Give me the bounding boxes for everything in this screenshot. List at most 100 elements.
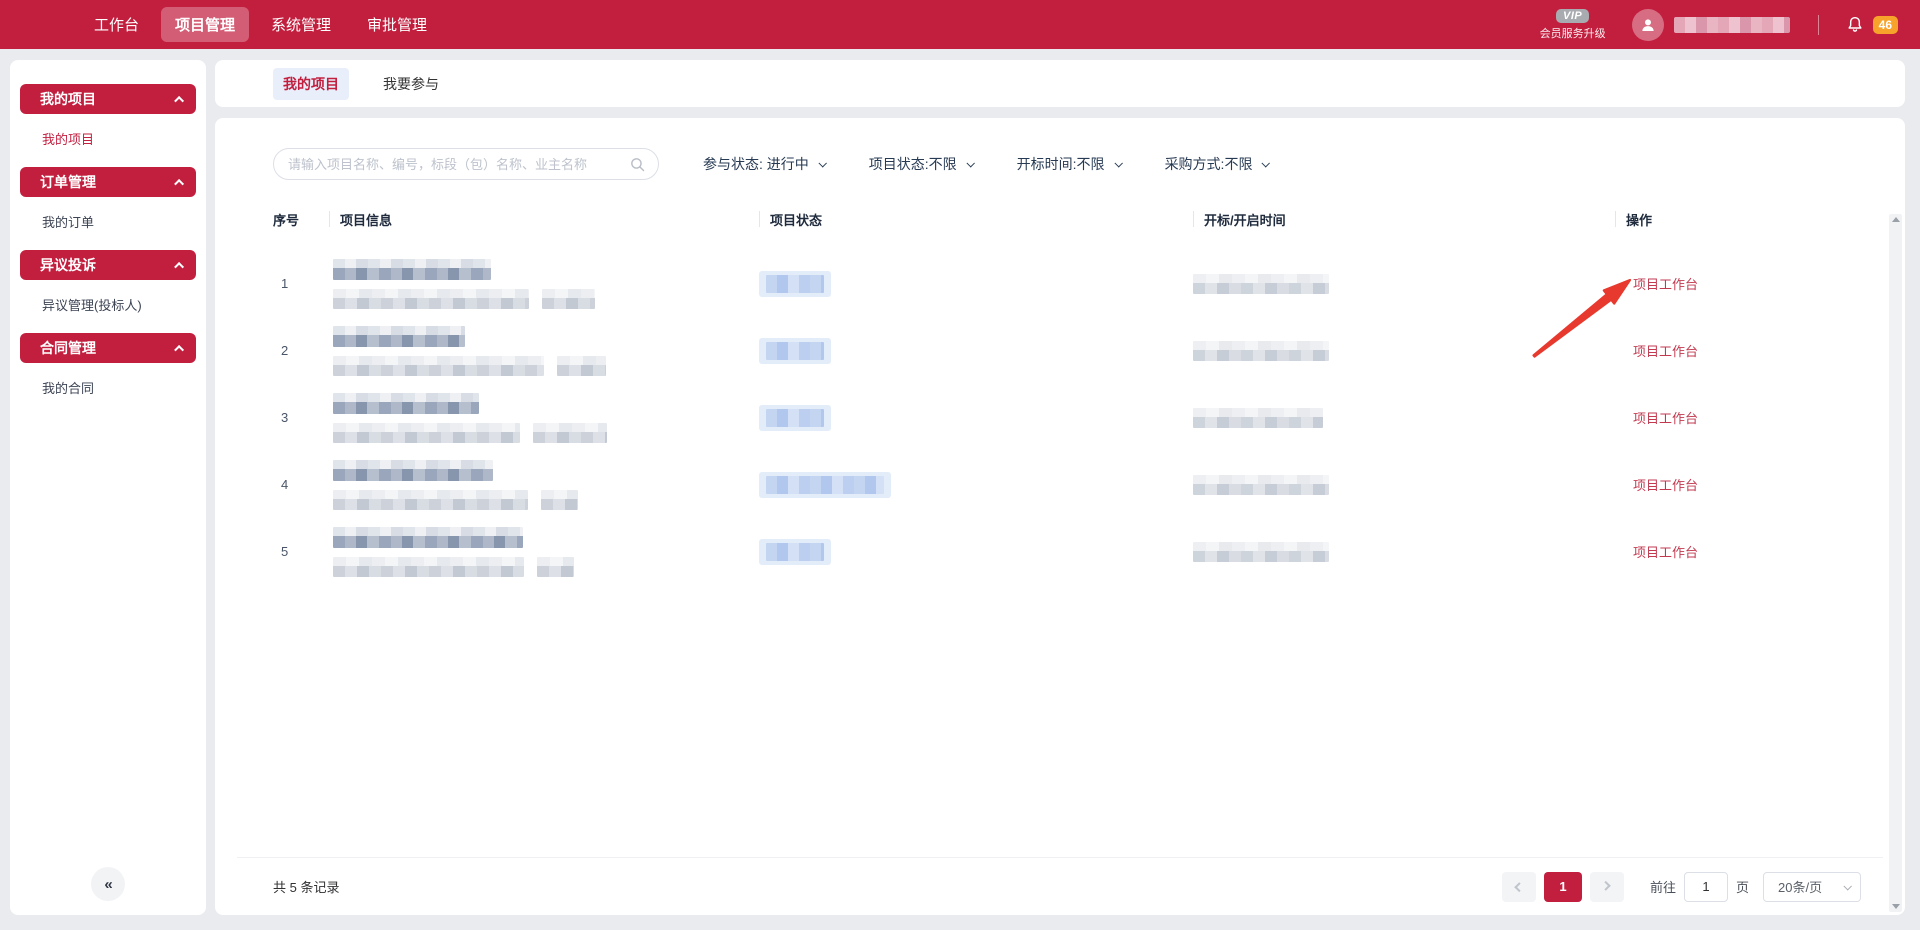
status-badge — [759, 538, 831, 565]
goto-label: 前往 — [1649, 880, 1676, 895]
actions-cell: 项目工作台 — [1615, 408, 1883, 428]
project-detail-line — [333, 422, 759, 443]
project-workbench-link[interactable]: 项目工作台 — [1633, 343, 1699, 359]
sidebar: 我的项目 我的项目 订单管理 我的订单 异议投诉 异议管理(投标人) 合同管理 我的合同 « — [10, 60, 206, 915]
table-scrollbar[interactable] — [1889, 214, 1902, 912]
project-detail-extra-redacted-bottom — [541, 498, 578, 510]
filter-label: 采购方式:不限 — [1164, 156, 1253, 172]
chevron-right-icon — [1601, 880, 1612, 891]
open-time-redacted-bottom — [1193, 416, 1323, 428]
search-box — [273, 148, 659, 180]
project-detail-redacted — [333, 422, 520, 443]
project-workbench-link[interactable]: 项目工作台 — [1633, 410, 1699, 426]
status-text-redacted — [766, 341, 824, 360]
scroll-up-icon[interactable] — [1891, 217, 1900, 222]
search-input[interactable] — [288, 156, 629, 172]
project-detail-redacted — [333, 355, 544, 376]
project-name-redacted-top — [333, 392, 479, 402]
filter-dropdown-1[interactable]: 参与状态: 进行中 — [703, 154, 827, 174]
notification-count-badge: 46 — [1872, 15, 1898, 34]
sidebar-item-我的项目[interactable]: 我的项目 — [42, 132, 95, 147]
person-icon — [1642, 18, 1654, 31]
tabs-bar: 我的项目 我要参与 — [215, 60, 1905, 107]
project-status-cell — [759, 404, 1193, 431]
filter-dropdown-3[interactable]: 开标时间:不限 — [1017, 154, 1123, 174]
chevron-down-icon — [1843, 881, 1852, 891]
project-name-redacted-top — [333, 325, 465, 335]
open-time-redacted-top — [1193, 407, 1323, 417]
filter-toolbar: 参与状态: 进行中 项目状态:不限 开标时间:不限 采购方式:不限 — [273, 148, 1883, 180]
project-status-cell — [759, 270, 1193, 297]
project-detail-redacted-bottom — [333, 431, 520, 443]
top-nav-item-1[interactable]: 工作台 — [94, 17, 140, 34]
goto-page-input[interactable] — [1683, 871, 1728, 902]
chevron-up-icon — [174, 95, 185, 106]
prev-page-button[interactable] — [1501, 871, 1536, 902]
vip-badge-icon: VIP — [1556, 8, 1590, 23]
sidebar-collapse-button[interactable]: « — [91, 867, 125, 901]
filter-dropdown-4[interactable]: 采购方式:不限 — [1164, 154, 1271, 174]
row-index-cell: 5 — [237, 543, 329, 561]
notification-area[interactable]: 46 — [1845, 15, 1898, 35]
pagination: 1 前往 页 20条/页 — [1501, 871, 1861, 902]
project-name-redacted — [333, 526, 523, 548]
table-body: 1 项目工作台 2 项目工作台 3 项目工作台 4 项目工作台 5 项目工作台 — [237, 250, 1883, 585]
user-avatar[interactable] — [1631, 8, 1664, 41]
page-body: 我的项目 我的项目 订单管理 我的订单 异议投诉 异议管理(投标人) 合同管理 我的合同 « … — [0, 49, 1920, 930]
open-time-redacted-bottom — [1193, 550, 1329, 562]
bell-icon — [1848, 16, 1862, 32]
scroll-down-icon[interactable] — [1891, 904, 1900, 909]
project-detail-extra-redacted — [557, 355, 606, 376]
row-index: 1 — [281, 275, 289, 291]
page-number-button[interactable]: 1 — [1543, 871, 1582, 902]
vip-upgrade[interactable]: VIP 会员服务升级 — [1540, 8, 1606, 41]
sidebar-item-我的合同[interactable]: 我的合同 — [42, 381, 95, 396]
row-index-cell: 4 — [237, 476, 329, 494]
next-page-button[interactable] — [1589, 871, 1624, 902]
sidebar-item-异议管理(投标人)[interactable]: 异议管理(投标人) — [42, 298, 142, 313]
sidebar-group-1: 我的项目 我的项目 — [20, 84, 196, 163]
top-nav-item-3[interactable]: 系统管理 — [271, 17, 332, 34]
open-time-redacted-top — [1193, 273, 1329, 283]
sidebar-group-header-1[interactable]: 我的项目 — [20, 84, 196, 114]
project-workbench-link[interactable]: 项目工作台 — [1633, 477, 1699, 493]
top-nav-item-2[interactable]: 项目管理 — [161, 7, 250, 42]
open-time-redacted-top — [1193, 340, 1329, 350]
project-status-cell — [759, 337, 1193, 364]
tab-my-projects[interactable]: 我的项目 — [273, 67, 349, 100]
status-text-redacted — [766, 475, 884, 494]
sidebar-group-header-4[interactable]: 合同管理 — [20, 333, 196, 363]
chevron-left-icon — [1514, 882, 1525, 893]
sidebar-item-我的订单[interactable]: 我的订单 — [42, 215, 95, 230]
status-text-redacted — [766, 542, 824, 561]
tab-want-to-join[interactable]: 我要参与 — [383, 75, 439, 92]
project-name-redacted-top — [333, 459, 493, 469]
project-detail-redacted-top — [333, 288, 529, 298]
open-time-redacted-bottom — [1193, 282, 1329, 294]
status-text-redacted — [766, 408, 824, 427]
table-row: 1 项目工作台 — [237, 250, 1883, 317]
project-detail-extra-redacted-bottom — [542, 297, 595, 309]
project-workbench-link[interactable]: 项目工作台 — [1633, 276, 1699, 292]
search-icon[interactable] — [629, 156, 646, 173]
page-size-select[interactable]: 20条/页 — [1763, 871, 1861, 902]
project-detail-redacted-bottom — [333, 498, 528, 510]
sidebar-group-title: 我的项目 — [40, 91, 96, 107]
sidebar-group-title: 异议投诉 — [40, 257, 96, 273]
project-detail-extra-redacted-top — [542, 288, 595, 298]
project-detail-redacted — [333, 288, 529, 309]
total-records-text: 共 5 条记录 — [273, 880, 340, 895]
project-detail-extra-redacted — [537, 556, 574, 577]
sidebar-group-header-3[interactable]: 异议投诉 — [20, 250, 196, 280]
sidebar-group-header-2[interactable]: 订单管理 — [20, 167, 196, 197]
project-workbench-link[interactable]: 项目工作台 — [1633, 544, 1699, 560]
row-index: 5 — [281, 543, 289, 559]
project-name-redacted-bottom — [333, 468, 493, 481]
chevron-up-icon — [174, 261, 185, 272]
filter-dropdown-2[interactable]: 项目状态:不限 — [869, 154, 975, 174]
chevron-down-icon — [966, 159, 975, 168]
project-status-cell — [759, 538, 1193, 565]
project-status-cell — [759, 471, 1193, 498]
project-info-cell — [329, 392, 759, 443]
top-nav-item-4[interactable]: 审批管理 — [367, 17, 428, 34]
